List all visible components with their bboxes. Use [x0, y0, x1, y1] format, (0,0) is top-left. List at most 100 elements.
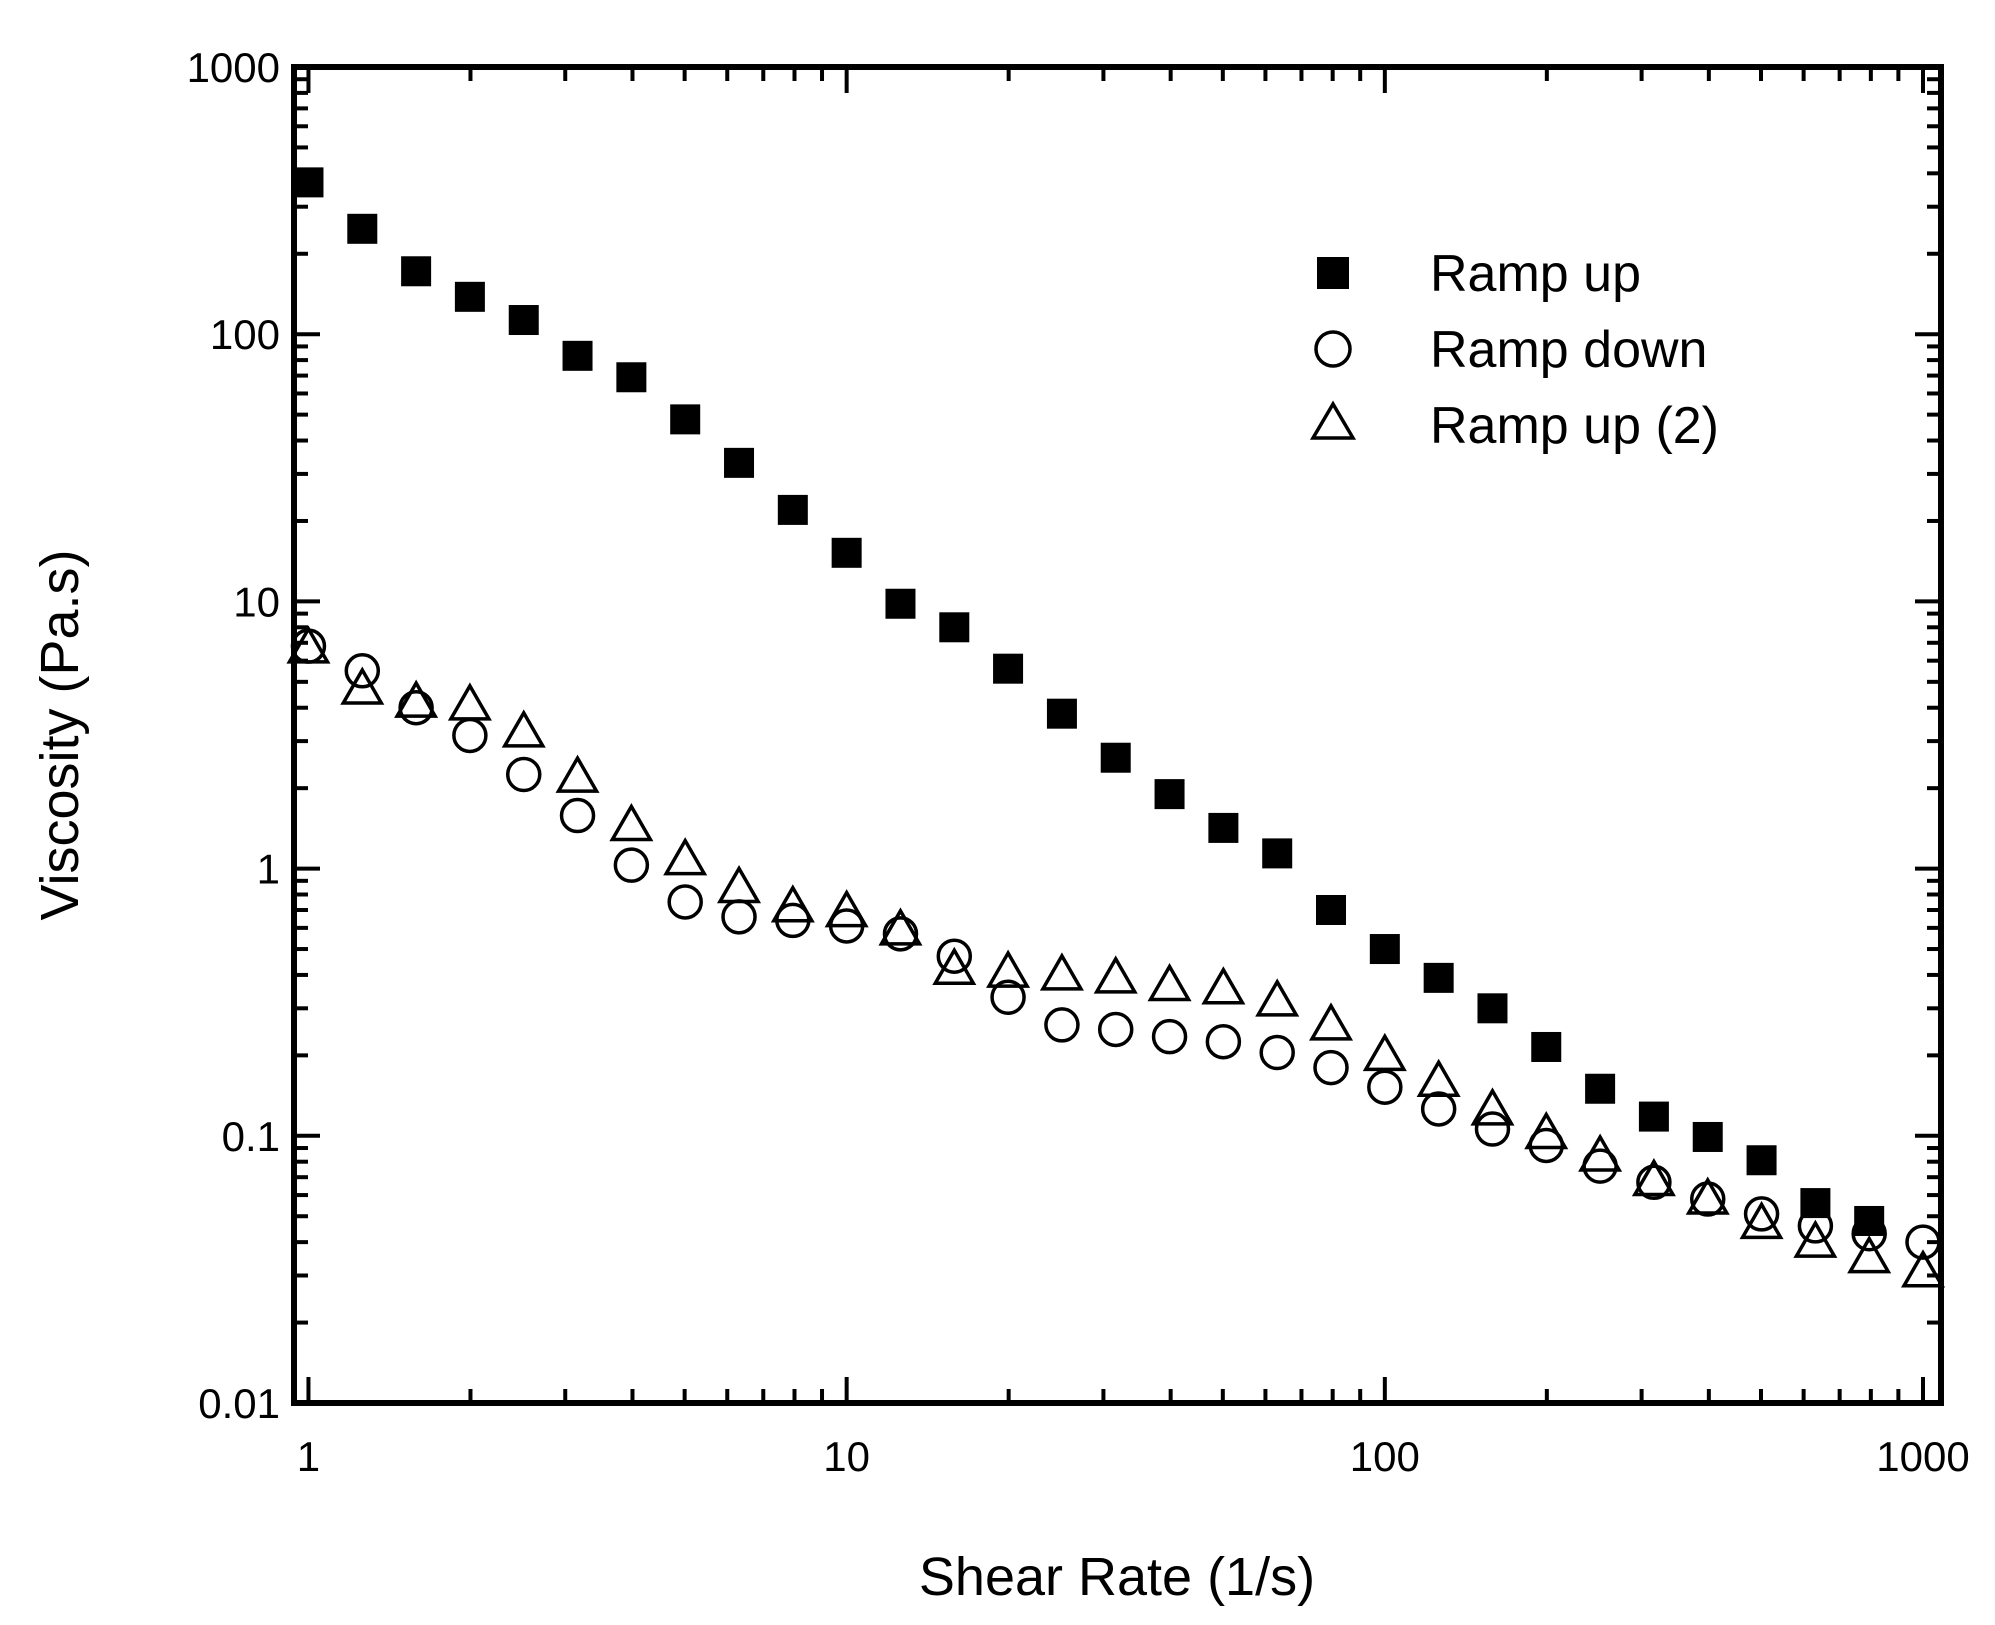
point-ramp-down [505, 756, 542, 793]
point-ramp-down [990, 979, 1026, 1016]
point-ramp-up [1692, 1121, 1723, 1152]
point-ramp-up-2 [447, 682, 492, 721]
y-tick-label: 1000 [187, 44, 280, 91]
point-ramp-down [1313, 1049, 1349, 1086]
point-ramp-up [616, 362, 647, 393]
y-tick-label: 0.1 [222, 1113, 280, 1160]
point-ramp-up [1746, 1145, 1777, 1176]
point-ramp-up-2 [1039, 952, 1084, 991]
y-tick-label: 100 [210, 311, 280, 358]
point-ramp-up [670, 404, 701, 435]
point-ramp-down [1797, 1208, 1834, 1244]
legend-label-ramp-down: Ramp down [1430, 321, 1707, 379]
point-ramp-up-2 [286, 625, 331, 664]
point-ramp-down [1367, 1069, 1403, 1105]
point-ramp-up-2 [394, 679, 439, 718]
x-axis-title: Shear Rate (1/s) [919, 1547, 1315, 1607]
point-ramp-up [293, 167, 324, 198]
point-ramp-down [1151, 1018, 1188, 1055]
point-ramp-down [882, 916, 919, 952]
point-ramp-up-2 [878, 907, 923, 946]
point-ramp-up [1046, 698, 1077, 729]
point-ramp-up-2 [1147, 963, 1192, 1002]
x-tick-label: 10 [823, 1433, 870, 1480]
point-ramp-up [1316, 894, 1347, 925]
point-ramp-up [1154, 779, 1185, 810]
legend-label-ramp-up: Ramp up [1430, 245, 1641, 303]
point-ramp-up [939, 612, 970, 643]
point-ramp-up-2 [555, 754, 600, 793]
point-ramp-up [1638, 1101, 1669, 1132]
data-points [286, 167, 1946, 1288]
x-tick-label: 1000 [1876, 1433, 1969, 1480]
point-ramp-up-2 [1739, 1200, 1784, 1240]
legend-label-ramp-up-2: Ramp up (2) [1430, 397, 1719, 455]
legend-marker-ramp-up-2 [1309, 400, 1357, 440]
point-ramp-up-2 [1793, 1219, 1838, 1258]
point-ramp-up-2 [824, 889, 869, 928]
point-ramp-up [885, 588, 916, 619]
point-ramp-up-2 [1578, 1133, 1623, 1172]
point-ramp-down [667, 884, 703, 920]
point-ramp-up-2 [663, 837, 708, 876]
point-ramp-up-2 [1631, 1158, 1676, 1197]
point-ramp-up [831, 537, 862, 568]
x-tick-label: 100 [1350, 1433, 1420, 1480]
point-ramp-up-2 [716, 864, 762, 904]
point-ramp-up-2 [1524, 1110, 1569, 1150]
point-ramp-up-2 [932, 946, 977, 986]
point-ramp-up [508, 305, 539, 336]
point-ramp-down [1474, 1111, 1511, 1147]
point-ramp-up-2 [1308, 1002, 1354, 1041]
point-ramp-up-2 [1201, 966, 1246, 1005]
point-ramp-up-2 [1847, 1235, 1892, 1274]
point-ramp-up-2 [340, 666, 385, 705]
axis-tick-labels: 1 10 100 1000 0.01 0.1 1 10 100 1000 [187, 44, 1970, 1480]
point-ramp-up-2 [770, 884, 815, 923]
point-ramp-down [1851, 1215, 1887, 1252]
point-ramp-up-2 [1470, 1087, 1515, 1126]
point-ramp-up [1531, 1031, 1562, 1062]
point-ramp-up-2 [1416, 1058, 1461, 1098]
point-ramp-up-2 [986, 949, 1031, 988]
y-axis-title: Viscosity (Pa.s) [30, 549, 90, 920]
point-ramp-up-2 [1900, 1249, 1946, 1288]
point-ramp-up [401, 256, 432, 287]
point-ramp-up-2 [1255, 978, 1300, 1017]
y-tick-label: 0.01 [198, 1380, 280, 1427]
point-ramp-up [454, 281, 485, 312]
point-ramp-down [559, 797, 596, 834]
y-tick-label: 1 [257, 846, 280, 893]
point-ramp-up-2 [1685, 1176, 1730, 1215]
point-ramp-up [1262, 838, 1293, 869]
point-ramp-down [613, 847, 650, 883]
point-ramp-up [993, 653, 1024, 684]
point-ramp-up [1477, 993, 1508, 1024]
point-ramp-up-2 [501, 709, 546, 748]
plot-frame [291, 64, 1944, 1406]
point-ramp-down [1097, 1011, 1134, 1048]
point-ramp-up-2 [1362, 1032, 1407, 1072]
point-ramp-down [344, 653, 381, 689]
point-ramp-up-2 [609, 802, 654, 842]
point-ramp-up [777, 494, 808, 525]
point-ramp-up [1208, 812, 1239, 843]
x-tick-label: 1 [297, 1433, 320, 1480]
point-ramp-up [1369, 934, 1400, 965]
point-ramp-down [1743, 1196, 1780, 1232]
y-tick-label: 10 [233, 578, 280, 625]
point-ramp-up [1585, 1073, 1616, 1104]
point-ramp-up [1423, 962, 1454, 993]
point-ramp-down [1205, 1023, 1242, 1060]
point-ramp-down [1044, 1007, 1080, 1043]
point-ramp-down [936, 938, 973, 974]
point-ramp-down [1420, 1091, 1457, 1127]
point-ramp-up [1100, 742, 1131, 773]
point-ramp-up [724, 447, 755, 478]
point-ramp-up [562, 340, 593, 371]
point-ramp-down [1636, 1164, 1672, 1201]
legend-marker-ramp-up [1317, 257, 1349, 289]
legend-marker-ramp-down [1314, 330, 1352, 368]
point-ramp-up-2 [1093, 955, 1138, 994]
